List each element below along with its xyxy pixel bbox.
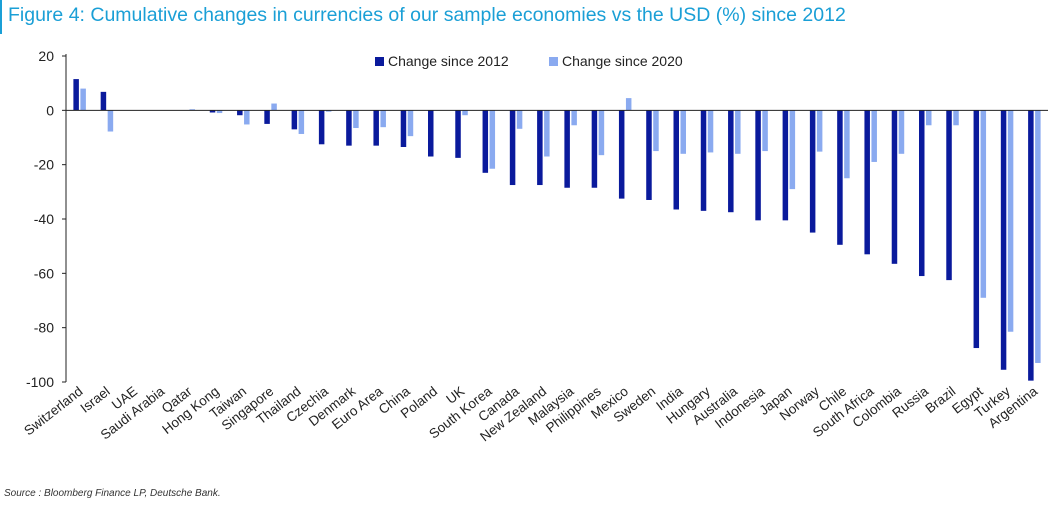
series-change-since-2012	[73, 79, 1034, 381]
y-tick-label: -60	[34, 265, 54, 281]
bar-change-since-2020-japan	[789, 110, 796, 190]
bar-change-since-2020-australia	[735, 110, 741, 154]
y-tick-label: 20	[38, 48, 54, 64]
bar-change-since-2020-new-zealand	[544, 110, 550, 157]
bar-change-since-2012-canada	[509, 110, 516, 186]
bar-change-since-2020-brazil	[953, 110, 959, 126]
bar-change-since-2012-norway	[809, 110, 816, 233]
bar-change-since-2012-sweden	[646, 110, 652, 200]
bar-change-since-2012-turkey	[1000, 110, 1007, 370]
y-tick-label: -100	[26, 374, 54, 390]
x-tick-label-switzerland: Switzerland	[21, 384, 85, 439]
bar-change-since-2012-philippines	[591, 110, 598, 188]
bar-change-since-2012-russia	[919, 110, 925, 277]
bar-change-since-2012-taiwan	[237, 110, 243, 116]
x-tick-label-israel: Israel	[78, 384, 113, 416]
bar-change-since-2012-malaysia	[564, 110, 570, 188]
bar-change-since-2012-india	[673, 110, 679, 210]
bar-change-since-2012-denmark	[346, 110, 352, 146]
bar-change-since-2020-argentina	[1035, 110, 1041, 363]
bar-change-since-2012-south-korea	[482, 110, 489, 173]
bar-change-since-2020-israel	[107, 110, 114, 132]
bar-change-since-2020-russia	[926, 110, 932, 126]
legend-swatch-change-since-2012	[375, 57, 384, 66]
bar-change-since-2020-egypt	[980, 110, 987, 298]
bar-change-since-2020-mexico	[625, 98, 632, 111]
bar-change-since-2020-taiwan	[244, 110, 250, 125]
y-tick-label: -40	[34, 211, 54, 227]
bar-change-since-2012-new-zealand	[537, 110, 543, 186]
y-axis: 20 0 -20 -40 -60 -80 -100	[26, 48, 67, 390]
bar-change-since-2012-china	[400, 110, 407, 147]
bar-change-since-2012-chile	[837, 110, 843, 245]
bar-change-since-2020-indonesia	[762, 110, 768, 152]
bar-change-since-2020-philippines	[598, 110, 605, 156]
bar-change-since-2020-qatar	[189, 109, 195, 111]
legend: Change since 2012 Change since 2020	[375, 53, 683, 69]
legend-swatch-change-since-2020	[549, 57, 558, 66]
bar-change-since-2012-australia	[728, 110, 734, 213]
bar-change-since-2020-denmark	[353, 110, 359, 128]
bar-change-since-2012-brazil	[946, 110, 952, 281]
bar-change-since-2012-poland	[428, 110, 434, 157]
y-tick-label: -20	[34, 157, 54, 173]
bar-change-since-2020-norway	[816, 110, 823, 152]
bar-change-since-2012-south-africa	[864, 110, 870, 255]
bar-change-since-2020-chile	[844, 110, 850, 179]
source-note: Source : Bloomberg Finance LP, Deutsche …	[4, 488, 221, 499]
bar-change-since-2012-israel	[100, 91, 107, 111]
bar-change-since-2020-china	[407, 110, 414, 137]
bar-change-since-2020-hungary	[707, 110, 714, 153]
y-tick-label: -80	[34, 320, 54, 336]
bar-change-since-2020-sweden	[653, 110, 659, 152]
bar-change-since-2012-czechia	[318, 110, 325, 145]
bar-change-since-2020-malaysia	[571, 110, 577, 126]
bar-change-since-2012-switzerland	[73, 79, 79, 111]
legend-label-change-since-2012: Change since 2012	[388, 53, 509, 69]
bar-change-since-2012-argentina	[1028, 110, 1034, 381]
bar-change-since-2020-hong-kong	[216, 110, 223, 114]
bar-change-since-2012-egypt	[973, 110, 980, 349]
bar-change-since-2012-indonesia	[755, 110, 761, 221]
bar-change-since-2020-colombia	[898, 110, 905, 154]
bar-change-since-2020-india	[680, 110, 686, 154]
bar-change-since-2020-turkey	[1007, 110, 1014, 332]
y-tick-label: 0	[46, 102, 54, 118]
bar-change-since-2012-euro-area	[373, 110, 379, 146]
bar-change-since-2012-thailand	[291, 110, 298, 130]
bar-change-since-2012-mexico	[618, 110, 625, 199]
legend-label-change-since-2020: Change since 2020	[562, 53, 683, 69]
bar-change-since-2012-japan	[782, 110, 789, 221]
bar-change-since-2012-colombia	[891, 110, 898, 264]
bar-change-since-2020-uk	[462, 110, 468, 116]
bar-change-since-2020-south-korea	[489, 110, 496, 169]
bar-change-since-2020-canada	[516, 110, 523, 129]
bar-change-since-2012-hungary	[700, 110, 707, 211]
bar-change-since-2012-singapore	[264, 110, 270, 124]
bar-change-since-2012-uk	[455, 110, 461, 158]
bar-change-since-2020-thailand	[298, 110, 305, 134]
bar-change-since-2020-singapore	[271, 103, 277, 111]
chart-title: Figure 4: Cumulative changes in currenci…	[0, 0, 846, 34]
bar-change-since-2020-switzerland	[80, 88, 86, 111]
bar-change-since-2020-czechia	[325, 110, 332, 112]
bar-change-since-2020-euro-area	[380, 110, 386, 128]
bar-change-since-2020-south-africa	[871, 110, 877, 162]
series-change-since-2020	[80, 88, 1041, 363]
bar-change-since-2012-hong-kong	[209, 110, 216, 113]
